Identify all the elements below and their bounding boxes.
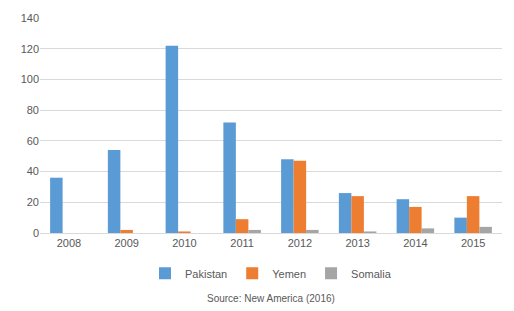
svg-text:2008: 2008	[57, 237, 81, 249]
svg-text:Source: New America (2016): Source: New America (2016)	[207, 293, 335, 304]
svg-text:2010: 2010	[172, 237, 196, 249]
svg-text:100: 100	[21, 73, 39, 85]
svg-text:2014: 2014	[403, 237, 427, 249]
svg-text:80: 80	[27, 104, 39, 116]
svg-text:Pakistan: Pakistan	[185, 268, 227, 280]
svg-text:2009: 2009	[114, 237, 138, 249]
svg-text:0: 0	[33, 227, 39, 239]
svg-text:2013: 2013	[345, 237, 369, 249]
svg-text:60: 60	[27, 135, 39, 147]
svg-text:120: 120	[21, 43, 39, 55]
svg-text:140: 140	[21, 12, 39, 24]
svg-text:2011: 2011	[230, 237, 254, 249]
svg-text:Yemen: Yemen	[272, 268, 306, 280]
svg-text:2015: 2015	[461, 237, 485, 249]
svg-text:Somalia: Somalia	[351, 268, 392, 280]
svg-text:40: 40	[27, 165, 39, 177]
svg-text:20: 20	[27, 196, 39, 208]
svg-text:2012: 2012	[288, 237, 312, 249]
